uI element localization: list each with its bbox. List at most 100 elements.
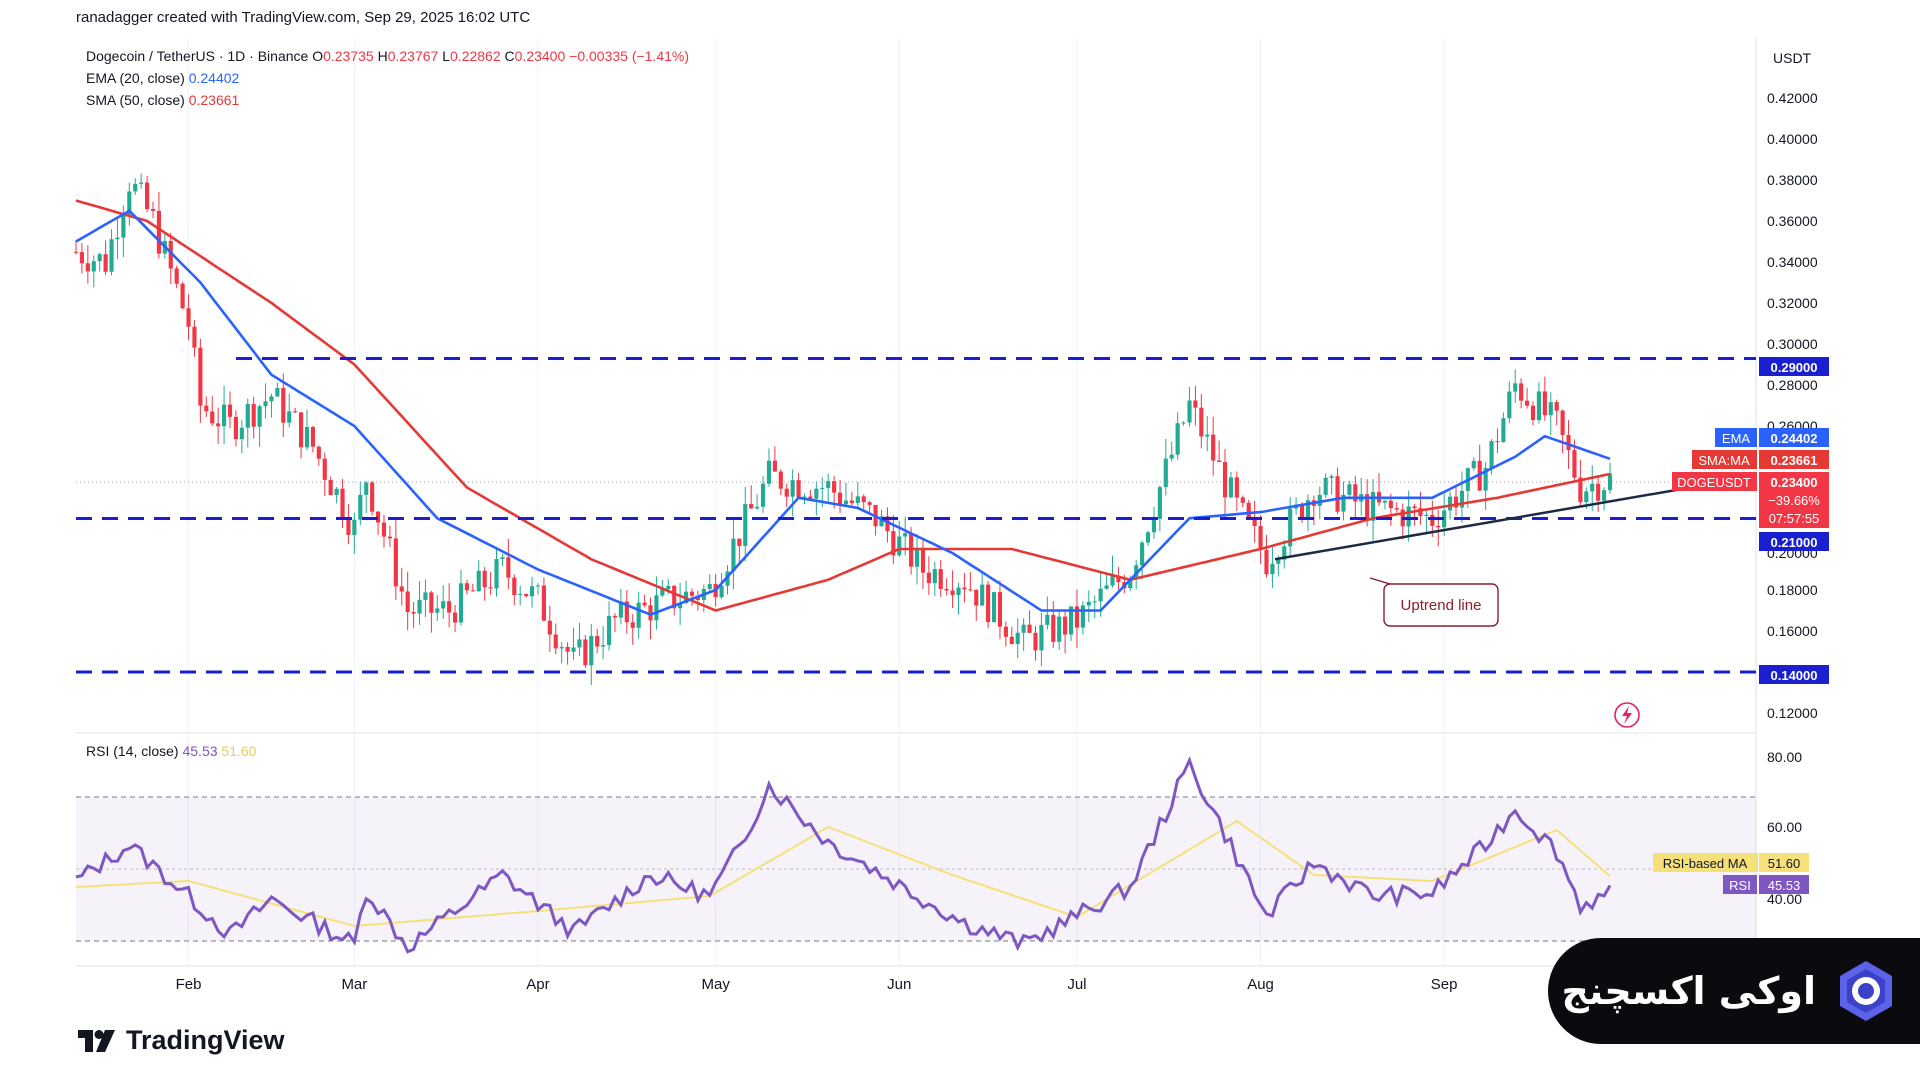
symbol-title[interactable]: Dogecoin / TetherUS · 1D · Binance <box>86 48 309 64</box>
candle-body <box>524 594 529 597</box>
candle-body <box>322 458 327 480</box>
rsi-badge-value: 45.53 <box>1768 878 1801 893</box>
horizontal-levels <box>76 357 1756 674</box>
price-tick: 0.16000 <box>1767 623 1818 639</box>
candle-body <box>387 536 392 539</box>
candle-body <box>612 615 618 618</box>
candle-body <box>743 504 748 546</box>
price-tick: 0.28000 <box>1767 377 1818 393</box>
uptrend-callout[interactable] <box>1383 583 1499 627</box>
candle-body <box>1169 454 1174 459</box>
candle-body <box>1483 468 1488 491</box>
candle-body <box>1163 458 1168 488</box>
candle-body <box>464 583 469 591</box>
candle-body <box>707 584 712 589</box>
candle-body <box>867 502 872 505</box>
candle-body <box>1222 461 1228 498</box>
candle-body <box>755 506 760 509</box>
sma-badge-name: SMA:MA <box>1698 453 1750 468</box>
candle-body <box>1424 514 1429 517</box>
symbol-badge-pct: −39.66% <box>1768 493 1820 508</box>
candle-body <box>133 183 138 192</box>
lightning-icon[interactable] <box>1614 702 1640 728</box>
sma-label: SMA (50, close) <box>86 92 185 108</box>
candle-body <box>364 482 369 495</box>
candle-body <box>174 268 179 284</box>
candle-body <box>109 239 114 272</box>
candle-body <box>1217 460 1222 462</box>
candle-body <box>1240 497 1245 503</box>
candle-body <box>150 209 156 211</box>
candle-body <box>1299 504 1305 520</box>
candle-body <box>287 411 292 423</box>
candle-body <box>1448 496 1453 511</box>
candle-body <box>411 612 416 614</box>
candle-body <box>340 488 345 520</box>
candle-body <box>843 500 849 505</box>
candles <box>73 173 1613 686</box>
tradingview-logo[interactable]: TradingView <box>78 1025 285 1056</box>
sma-row[interactable]: SMA (50, close) 0.23661 <box>86 89 689 111</box>
candle-body <box>630 622 635 628</box>
candle-body <box>1092 601 1097 603</box>
candle-body <box>233 416 238 440</box>
date-tick-may: May <box>701 976 730 993</box>
candle-body <box>375 511 381 523</box>
candle-body <box>541 585 546 621</box>
candle-body <box>885 516 890 532</box>
candle-body <box>393 538 398 587</box>
candle-body <box>192 326 197 348</box>
candle-body <box>275 387 280 397</box>
candle-body <box>968 589 973 591</box>
candle-body <box>595 635 600 647</box>
candle-body <box>281 387 286 423</box>
candle-body <box>1513 383 1518 392</box>
candle-body <box>1193 400 1198 408</box>
candle-body <box>1039 624 1044 651</box>
candle-body <box>1068 606 1074 635</box>
candle-body <box>1536 391 1541 421</box>
candle-body <box>482 570 487 588</box>
candle-body <box>654 595 659 621</box>
candle-body <box>897 536 902 556</box>
candle-body <box>263 401 268 407</box>
candle-body <box>636 602 641 628</box>
uptrend-line[interactable] <box>1274 486 1691 561</box>
price-tick: 0.32000 <box>1767 295 1818 311</box>
price-tick: 0.42000 <box>1767 90 1818 106</box>
candle-body <box>310 426 315 447</box>
candle-body <box>417 599 422 614</box>
candle-body <box>1347 484 1352 495</box>
candle-body <box>1228 477 1234 498</box>
sma-badge: SMA:MA 0.23661 <box>1692 450 1829 469</box>
candle-body <box>1406 506 1411 527</box>
candle-body <box>1199 407 1204 437</box>
candle-body <box>452 612 458 623</box>
candle-body <box>1341 494 1346 512</box>
candle-body <box>606 615 612 646</box>
rsi-tick: 60.00 <box>1767 819 1802 835</box>
candle-body <box>837 492 843 505</box>
candle-body <box>1187 400 1192 423</box>
candle-body <box>1572 450 1577 478</box>
rsi-ma-line <box>75 819 1611 928</box>
candle-body <box>447 601 452 613</box>
ema-label: EMA (20, close) <box>86 70 185 86</box>
date-tick-jun: Jun <box>887 976 911 993</box>
candle-body <box>458 583 464 623</box>
candle-body <box>399 586 404 592</box>
candle-body <box>749 504 754 509</box>
candle-body <box>1394 508 1399 510</box>
ema-row[interactable]: EMA (20, close) 0.24402 <box>86 67 689 89</box>
chart-legend: Dogecoin / TetherUS · 1D · Binance O0.23… <box>86 45 689 111</box>
candle-body <box>642 602 647 606</box>
candle-body <box>1288 508 1293 547</box>
candle-body <box>168 240 173 269</box>
rsi-legend[interactable]: RSI (14, close) 45.53 51.60 <box>86 743 256 759</box>
rsi-legend-ma: 51.60 <box>221 743 257 759</box>
candle-body <box>1501 418 1506 442</box>
candle-body <box>618 601 623 618</box>
candle-body <box>956 587 961 596</box>
symbol-badge-timer: 07:57:55 <box>1769 511 1820 526</box>
